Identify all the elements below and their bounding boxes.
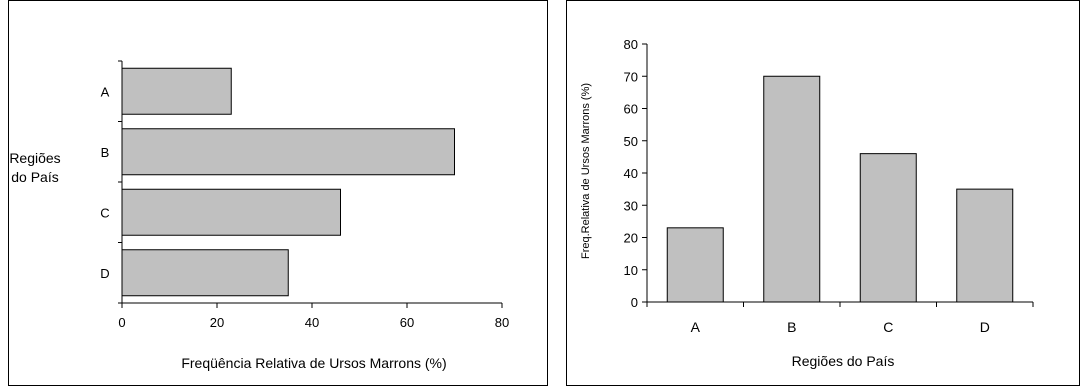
x-tick-label-D: D: [980, 319, 990, 335]
bar-D: [956, 188, 1014, 303]
x-axis-title: Freqüência Relativa de Ursos Marrons (%): [181, 355, 446, 371]
bar-B: [121, 128, 455, 176]
bar-A: [121, 67, 232, 115]
x-tick-label: 80: [495, 315, 509, 330]
x-tick-label: 60: [400, 315, 414, 330]
bar-A: [666, 227, 724, 303]
y-tick-label: 20: [624, 231, 638, 246]
bar-B: [763, 75, 821, 303]
y-tick-label: 30: [624, 198, 638, 213]
y-tick-label-A: A: [101, 84, 110, 99]
bar-C: [121, 188, 341, 236]
y-tick-label: 10: [624, 263, 638, 278]
y-tick-label-C: C: [100, 205, 109, 220]
x-tick-label: 0: [118, 315, 125, 330]
y-tick-label: 0: [631, 295, 638, 310]
bar-C: [859, 153, 917, 303]
y-tick-label: 60: [624, 102, 638, 117]
y-tick-label-B: B: [101, 145, 110, 160]
y-tick-label-D: D: [100, 266, 109, 281]
y-tick-label: 50: [624, 134, 638, 149]
x-tick-label-B: B: [787, 319, 796, 335]
chart-panel-vertical: A B C D 0 10 20 30 40 50 60 70 80 Regiões do País Freq…: [566, 0, 1080, 386]
x-tick-label: 40: [305, 315, 319, 330]
bar-D: [121, 249, 289, 297]
vertical-bar-chart: A B C D 0 10 20 30 40 50 60 70 80 Regiões do País Freq…: [580, 37, 1034, 369]
y-axis-title-line-2: do País: [11, 169, 58, 185]
x-tick-label-C: C: [883, 319, 893, 335]
y-tick-label: 80: [624, 37, 638, 52]
x-tick-label: 20: [210, 315, 224, 330]
y-tick-label: 70: [624, 69, 638, 84]
y-tick-label: 40: [624, 166, 638, 181]
y-axis-title: Freq.Relativa de Ursos Marrons (%): [580, 83, 592, 259]
x-axis-title: Regiões do País: [792, 353, 895, 369]
x-tick-label-A: A: [691, 319, 701, 335]
y-axis-title-line-1: Regiões: [9, 150, 60, 166]
horizontal-bar-chart: A B C D 0 20 40 60 80 Freqüência Relativa de Urso…: [9, 60, 509, 371]
chart-panel-horizontal: A B C D 0 20 40 60 80 Freqüência Relativa de Urso…: [8, 0, 548, 386]
